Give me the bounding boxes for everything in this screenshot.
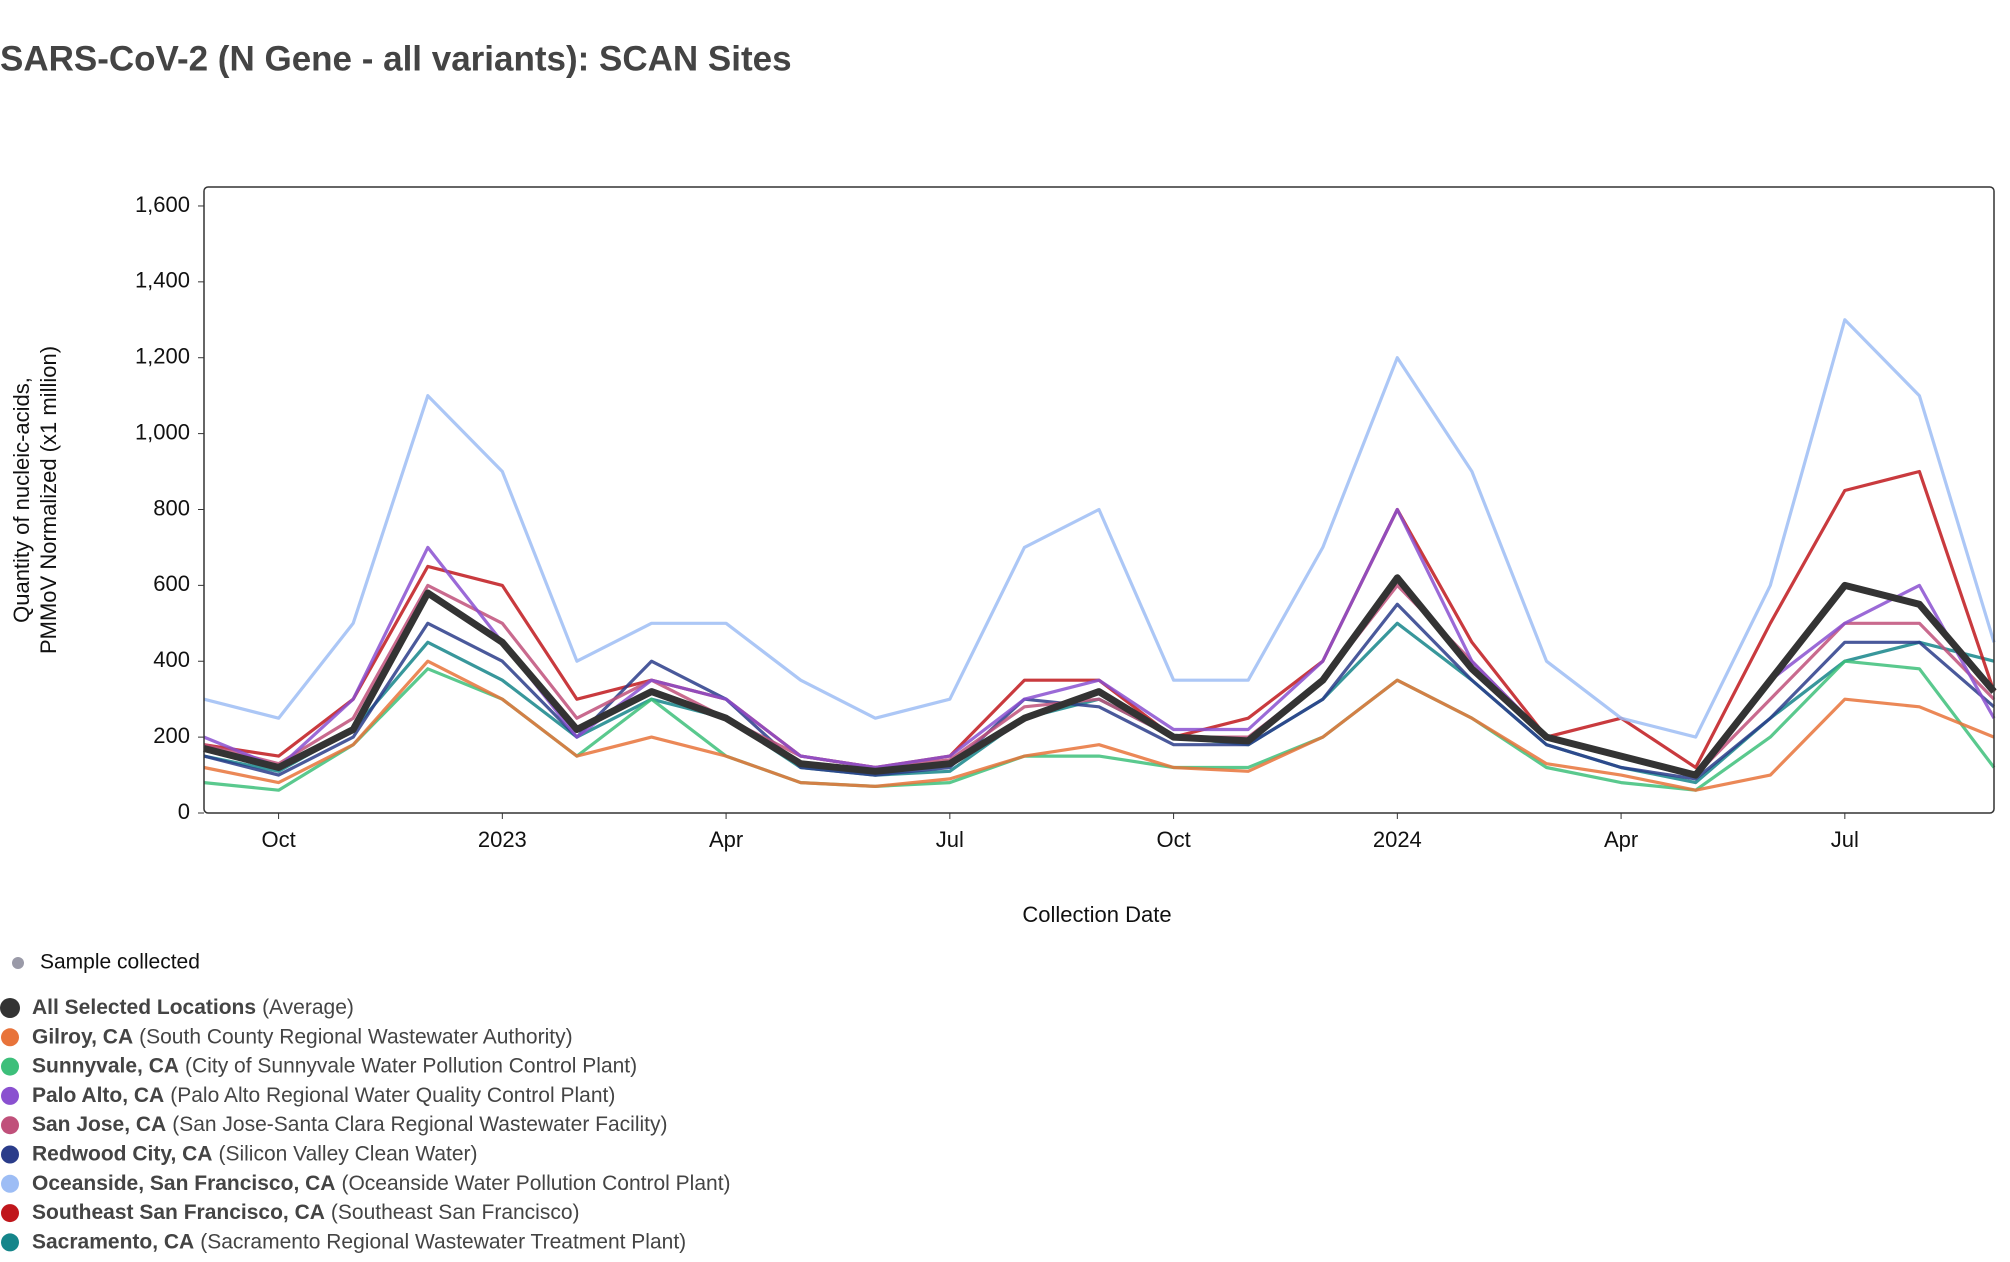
legend-label: San Jose, CA (San Jose-Santa Clara Region… [32, 1113, 667, 1136]
legend-name: Oceanside, San Francisco, CA [32, 1171, 335, 1194]
legend-dot [1, 1204, 19, 1223]
x-tick-label: 2023 [478, 827, 527, 852]
legend-detail: (Sacramento Regional Wastewater Treatmen… [200, 1230, 686, 1253]
legend-label: Sunnyvale, CA (City of Sunnyvale Water Po… [32, 1054, 637, 1077]
y-axis-label-line: Quantity of nucleic-acids, [9, 377, 34, 623]
series [203, 318, 1996, 739]
legend-detail: (Silicon Valley Clean Water) [218, 1142, 477, 1165]
legend-label: Southeast San Francisco, CA (Southeast Sa… [32, 1201, 580, 1224]
x-tick-label: Apr [709, 827, 743, 852]
plot-frame [203, 186, 1995, 814]
legend-detail: (Southeast San Francisco) [331, 1201, 580, 1224]
legend-detail: (Palo Alto Regional Water Quality Contro… [170, 1083, 615, 1106]
y-tick-label: 1,000 [135, 419, 190, 444]
series [203, 659, 1995, 792]
legend-detail: (Average) [262, 996, 354, 1019]
series-line [203, 602, 1996, 781]
legend-dot [1, 1116, 19, 1135]
legend-dot [1, 1145, 19, 1164]
x-tick-label: Oct [261, 827, 295, 852]
chart-title: SARS-CoV-2 (N Gene - all variants): SCAN… [0, 39, 792, 78]
y-axis-label-line: PMMoV Normalized (x1 million) [36, 346, 61, 654]
y-tick-label: 600 [153, 571, 190, 596]
legend-dot [1, 1086, 19, 1105]
marker-legend-dot [12, 957, 24, 969]
legend-detail: (South County Regional Wastewater Author… [139, 1025, 572, 1048]
legend-label: Gilroy, CA (South County Regional Wastewa… [32, 1025, 573, 1048]
x-tick-label: Jul [1831, 827, 1859, 852]
legend-dot [1, 1057, 19, 1076]
legend-name: San Jose, CA [32, 1113, 166, 1136]
legend-name: Redwood City, CA [32, 1142, 212, 1165]
legend-label: All Selected Locations (Average) [32, 996, 354, 1019]
legend-label: Palo Alto, CA (Palo Alto Regional Water Q… [32, 1083, 615, 1106]
legend-name: Gilroy, CA [32, 1025, 133, 1048]
y-tick-label: 800 [153, 495, 190, 520]
y-tick-label: 1,400 [135, 268, 190, 293]
y-tick-label: 200 [153, 723, 190, 748]
legend-name: Palo Alto, CA [32, 1083, 164, 1106]
series-line [203, 574, 1997, 779]
x-tick-label: 2024 [1373, 827, 1422, 852]
legend-detail: (Oceanside Water Pollution Control Plant… [341, 1171, 730, 1194]
y-tick-label: 0 [178, 799, 190, 824]
legend-label: Sacramento, CA (Sacramento Regional Waste… [32, 1230, 686, 1253]
legend-name: Sacramento, CA [32, 1230, 194, 1253]
x-tick-label: Oct [1156, 827, 1190, 852]
y-axis-label: Quantity of nucleic-acids, PMMoV Normali… [9, 346, 61, 654]
legend-label: Oceanside, San Francisco, CA (Oceanside W… [32, 1171, 731, 1194]
legend-dot [0, 998, 20, 1018]
legend-dot [1, 1233, 19, 1252]
legend-detail: (City of Sunnyvale Water Pollution Contr… [185, 1054, 637, 1077]
legend-dot [1, 1174, 19, 1193]
x-tick-label: Jul [936, 827, 964, 852]
x-axis-label: Collection Date [1022, 902, 1171, 927]
legend-detail: (San Jose-Santa Clara Regional Wastewate… [172, 1113, 667, 1136]
series-line [203, 318, 1996, 739]
legend-dot [1, 1028, 19, 1047]
legend-name: All Selected Locations [32, 996, 256, 1019]
y-tick-label: 1,200 [135, 344, 190, 369]
marker-legend-label: Sample collected [40, 951, 200, 974]
legend-label: Redwood City, CA (Silicon Valley Clean Wa… [32, 1142, 478, 1165]
y-tick-label: 400 [153, 647, 190, 672]
x-tick-label: Apr [1604, 827, 1638, 852]
series [203, 574, 1997, 779]
y-tick-label: 1,600 [135, 192, 190, 217]
legend-name: Sunnyvale, CA [32, 1054, 179, 1077]
series-line [203, 659, 1995, 792]
series [203, 602, 1996, 781]
legend-name: Southeast San Francisco, CA [32, 1201, 325, 1224]
